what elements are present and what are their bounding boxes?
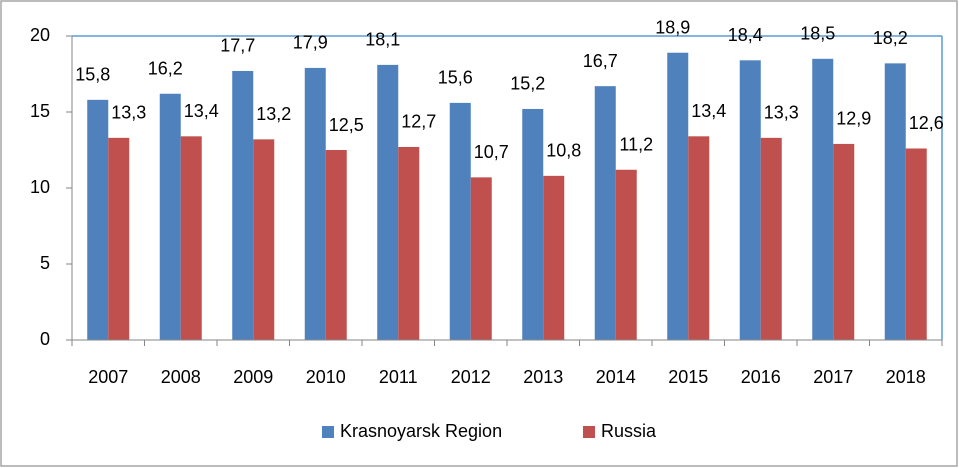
- legend-swatch: [322, 426, 334, 438]
- value-label: 16,2: [148, 59, 183, 79]
- x-tick-label: 2014: [596, 367, 636, 387]
- value-label: 18,4: [728, 25, 763, 45]
- value-label: 16,7: [583, 51, 618, 71]
- x-tick-label: 2016: [741, 367, 781, 387]
- bar: [253, 139, 275, 340]
- bar: [377, 64, 399, 340]
- value-label: 18,5: [800, 24, 835, 44]
- value-label: 10,8: [546, 141, 581, 161]
- value-label: 17,7: [220, 36, 255, 56]
- legend-label: Krasnoyarsk Region: [340, 421, 502, 441]
- x-tick-label: 2013: [523, 367, 563, 387]
- bar: [594, 86, 616, 340]
- bar: [398, 146, 420, 340]
- value-label: 15,2: [510, 74, 545, 94]
- bar: [884, 63, 906, 341]
- x-tick-label: 2011: [379, 367, 418, 387]
- value-label: 18,2: [873, 28, 908, 48]
- bar: [905, 148, 927, 340]
- y-tick-label: 10: [30, 177, 50, 197]
- x-tick-label: 2015: [668, 367, 708, 387]
- bar: [760, 137, 782, 340]
- value-label: 15,6: [438, 68, 473, 88]
- bar: [232, 70, 254, 341]
- value-label: 13,2: [256, 104, 291, 124]
- value-label: 10,7: [474, 142, 509, 162]
- bar: [688, 136, 710, 340]
- value-label: 11,2: [619, 135, 653, 155]
- y-tick-label: 15: [30, 101, 50, 121]
- bar: [739, 60, 761, 340]
- bar: [325, 150, 347, 340]
- x-tick-label: 2007: [88, 367, 128, 387]
- bar: [304, 67, 326, 341]
- bar: [667, 52, 689, 340]
- y-tick-label: 0: [40, 329, 50, 349]
- value-label: 13,4: [184, 101, 219, 121]
- bar: [833, 143, 855, 340]
- x-tick-label: 2008: [161, 367, 201, 387]
- x-tick-label: 2012: [451, 367, 491, 387]
- bar: [470, 177, 492, 340]
- legend-swatch: [583, 426, 595, 438]
- y-tick-label: 5: [40, 253, 50, 273]
- bar: [615, 169, 637, 340]
- value-label: 18,9: [655, 17, 690, 37]
- value-label: 17,9: [293, 33, 328, 53]
- legend-label: Russia: [601, 421, 657, 441]
- bar: [543, 175, 565, 340]
- bar: [180, 136, 202, 340]
- value-label: 18,1: [365, 30, 400, 50]
- x-tick-label: 2010: [306, 367, 346, 387]
- x-tick-label: 2018: [886, 367, 926, 387]
- y-tick-label: 20: [30, 25, 50, 45]
- value-label: 12,6: [909, 113, 944, 133]
- bar: [159, 93, 181, 340]
- value-label: 12,7: [401, 112, 436, 132]
- value-label: 13,3: [764, 103, 799, 123]
- value-label: 13,3: [111, 103, 146, 123]
- x-tick-label: 2017: [813, 367, 853, 387]
- bar: [522, 108, 544, 341]
- bar: [87, 99, 109, 340]
- value-label: 12,5: [329, 115, 364, 135]
- bar: [449, 102, 471, 340]
- value-label: 15,8: [75, 65, 110, 85]
- value-label: 12,9: [836, 109, 871, 129]
- value-label: 13,4: [691, 101, 726, 121]
- bar: [812, 58, 834, 341]
- x-tick-label: 2009: [233, 367, 273, 387]
- bar: [108, 137, 130, 340]
